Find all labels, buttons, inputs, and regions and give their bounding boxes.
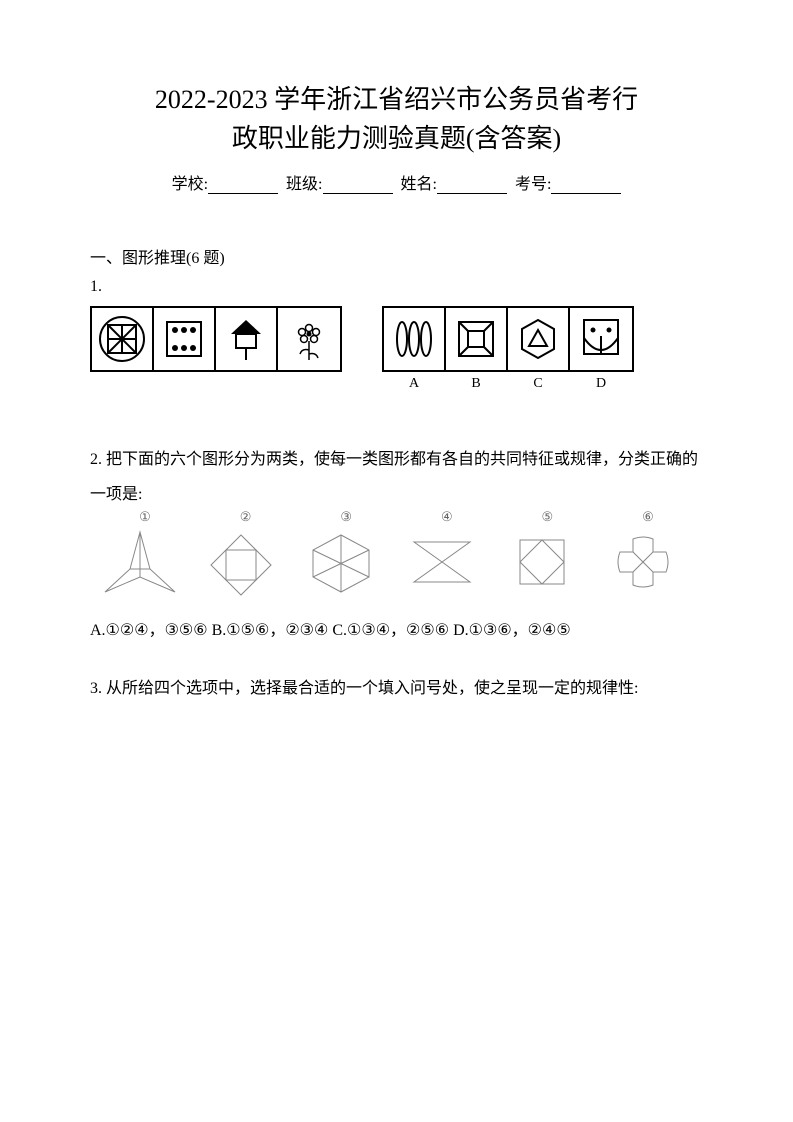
- q2-shape-5: ⑤: [502, 527, 592, 597]
- q1-option-a: A: [384, 308, 446, 370]
- id-label: 考号:: [515, 176, 551, 193]
- option-b-label: B: [446, 376, 506, 392]
- q1-option-d: D: [570, 308, 632, 370]
- q2-shape-6: ⑥: [603, 527, 693, 597]
- face-icon: [576, 314, 626, 364]
- shape-num-2: ②: [201, 509, 291, 525]
- q1-right-group: A B C: [382, 306, 634, 372]
- dice-six-icon: [159, 314, 209, 364]
- shape-num-5: ⑤: [502, 509, 592, 525]
- q2-text: 2. 把下面的六个图形分为两类，使每一类图形都有各自的共同特征或规律，分类正确的…: [90, 442, 703, 512]
- q1-left-group: [90, 306, 342, 372]
- q1-option-b: B: [446, 308, 508, 370]
- shape-num-6: ⑥: [603, 509, 693, 525]
- q2-shape-1: ①: [100, 527, 190, 597]
- option-a-label: A: [384, 376, 444, 392]
- school-blank[interactable]: [208, 176, 278, 194]
- option-c-label: C: [508, 376, 568, 392]
- title-line-2: 政职业能力测验真题(含答案): [90, 119, 703, 158]
- document-title: 2022-2023 学年浙江省绍兴市公务员省考行 政职业能力测验真题(含答案): [90, 80, 703, 158]
- q2-shape-3: ③: [301, 527, 391, 597]
- square-triangles-icon: [201, 527, 281, 597]
- class-label: 班级:: [286, 176, 322, 193]
- shape-num-1: ①: [100, 509, 190, 525]
- square-inset-icon: [451, 314, 501, 364]
- q1-figure-row: A B C: [90, 306, 703, 372]
- q1-panel-4: [278, 308, 340, 370]
- house-arrow-icon: [221, 314, 271, 364]
- cross-petals-icon: [603, 527, 683, 597]
- rotated-squares-icon: [502, 527, 582, 597]
- q3-text: 3. 从所给四个选项中，选择最合适的一个填入问号处，使之呈现一定的规律性:: [90, 671, 703, 706]
- class-blank[interactable]: [323, 176, 393, 194]
- school-label: 学校:: [172, 176, 208, 193]
- bowtie-icon: [402, 527, 482, 597]
- section-1-header: 一、图形推理(6 题): [90, 244, 703, 268]
- q2-shape-2: ②: [201, 527, 291, 597]
- circle-x-square-icon: [97, 314, 147, 364]
- option-d-label: D: [570, 376, 632, 392]
- title-line-1: 2022-2023 学年浙江省绍兴市公务员省考行: [90, 80, 703, 119]
- q1-number: 1.: [90, 278, 703, 296]
- id-blank[interactable]: [551, 176, 621, 194]
- q1-panel-1: [92, 308, 154, 370]
- name-blank[interactable]: [437, 176, 507, 194]
- q1-option-c: C: [508, 308, 570, 370]
- hexagon-divided-icon: [301, 527, 381, 597]
- shape-num-3: ③: [301, 509, 391, 525]
- q1-panel-3: [216, 308, 278, 370]
- q2-options: A.①②④，③⑤⑥ B.①⑤⑥，②③④ C.①③④，②⑤⑥ D.①③⑥，②④⑤: [90, 612, 703, 650]
- q1-panel-2: [154, 308, 216, 370]
- three-ovals-icon: [389, 314, 439, 364]
- student-info-line: 学校: 班级: 姓名: 考号:: [90, 170, 703, 194]
- flower-icon: [284, 314, 334, 364]
- q2-shapes-row: ① ② ③ ④ ⑤: [90, 527, 703, 597]
- shape-num-4: ④: [402, 509, 492, 525]
- star-four-point-icon: [100, 527, 180, 597]
- q2-shape-4: ④: [402, 527, 492, 597]
- name-label: 姓名:: [401, 176, 437, 193]
- hex-triangle-icon: [513, 314, 563, 364]
